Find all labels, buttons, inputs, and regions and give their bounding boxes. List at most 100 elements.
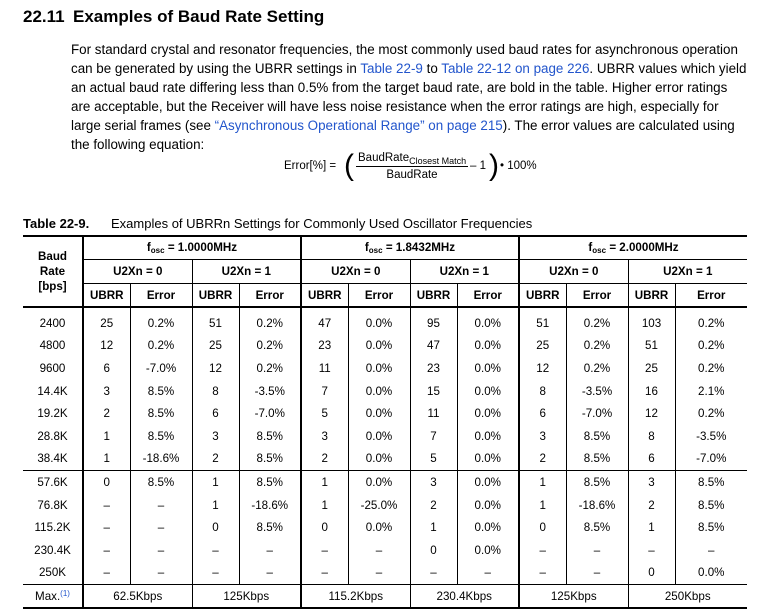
error-cell: 0.2%	[565, 334, 628, 358]
fraction-numerator: BaudRateClosest Match	[356, 150, 468, 167]
ubrr-cell: 3	[300, 424, 348, 448]
error-cell: 8.5%	[238, 424, 301, 448]
error-cell: 0.2%	[674, 307, 747, 335]
max-value-cell: 125Kbps	[518, 584, 628, 609]
error-cell: 0.2%	[238, 307, 301, 335]
paragraph-text: to	[422, 61, 442, 76]
fosc-f: f	[364, 241, 369, 254]
ubrr-col-header: UBRR	[409, 283, 457, 308]
error-cell: 0.0%	[456, 334, 519, 358]
max-footnote-link[interactable]: (1)	[60, 589, 70, 599]
error-col-header: Error	[347, 283, 410, 308]
link-table-22-9[interactable]: Table 22-9	[360, 61, 423, 76]
error-cell: –	[238, 538, 301, 562]
ubrr-cell: 3	[518, 424, 566, 448]
error-cell: 0.2%	[674, 334, 747, 358]
ubrr-cell: 1	[518, 470, 566, 494]
table-number: Table 22-9.	[23, 216, 90, 231]
ubrr-cell: 25	[191, 334, 239, 358]
ubrr-cell: 12	[627, 402, 675, 425]
ubrr-cell: 25	[518, 334, 566, 358]
error-cell: -7.0%	[674, 447, 747, 471]
ubrr-cell: 0	[518, 516, 566, 539]
ubrr-cell: 8	[627, 424, 675, 448]
ubrr-cell: 23	[300, 334, 348, 358]
error-cell: 8.5%	[565, 470, 628, 494]
baud-rate-cell: 76.8K	[23, 493, 84, 517]
ubrr-cell: 6	[82, 357, 130, 380]
error-cell: 0.2%	[565, 307, 628, 335]
ubrr-cell: 47	[300, 307, 348, 335]
equation-minus: – 1	[470, 160, 486, 172]
ubrr-cell: –	[300, 561, 348, 586]
max-value-cell: 115.2Kbps	[300, 584, 410, 609]
ubrr-cell: 1	[82, 424, 130, 448]
error-cell: 0.0%	[347, 424, 410, 448]
error-cell: 8.5%	[238, 470, 301, 494]
ubrr-cell: 5	[409, 447, 457, 471]
baud-rate-cell: 4800	[23, 334, 84, 358]
error-cell: -3.5%	[565, 379, 628, 403]
ubrr-col-header: UBRR	[191, 283, 239, 308]
ubrr-cell: 103	[627, 307, 675, 335]
ubrr-cell: 11	[409, 402, 457, 425]
ubrr-cell: –	[191, 538, 239, 562]
error-cell: -7.0%	[238, 402, 301, 425]
error-cell: 0.2%	[129, 307, 192, 335]
baud-rate-cell: 115.2K	[23, 516, 84, 539]
error-cell: 0.0%	[456, 379, 519, 403]
close-paren: )	[489, 149, 499, 182]
max-value-cell: 62.5Kbps	[83, 584, 192, 609]
ubrr-cell: 8	[518, 379, 566, 403]
baud-rate-cell: 9600	[23, 357, 84, 380]
ubrr-cell: 1	[191, 470, 239, 494]
error-cell: 0.0%	[347, 357, 410, 380]
error-cell: 8.5%	[674, 470, 747, 494]
header-line: [bps]	[38, 280, 67, 293]
ubrr-cell: 6	[191, 402, 239, 425]
ubrr-cell: 0	[627, 561, 675, 586]
max-value-cell: 250Kbps	[627, 584, 747, 609]
ubrr-cell: 1	[82, 447, 130, 471]
error-cell: 0.0%	[456, 424, 519, 448]
ubrr-col-header: UBRR	[627, 283, 675, 308]
error-cell: 8.5%	[674, 493, 747, 517]
fosc-group-header: fosc = 2.0000MHz	[518, 235, 747, 260]
error-cell: 0.2%	[674, 357, 747, 380]
error-cell: 8.5%	[565, 516, 628, 539]
ubrr-cell: –	[191, 561, 239, 586]
max-value-cell: 230.4Kbps	[409, 584, 519, 609]
ubrr-cell: 3	[191, 424, 239, 448]
error-col-header: Error	[674, 283, 747, 308]
max-label: Max.	[35, 590, 61, 604]
ubrr-cell: 7	[409, 424, 457, 448]
fraction-denominator: BaudRate	[386, 169, 438, 181]
ubrr-cell: –	[518, 538, 566, 562]
link-table-22-12[interactable]: Table 22-12 on page 226	[441, 61, 590, 76]
ubrr-cell: 0	[409, 538, 457, 562]
mode-header: U2Xn = 1	[409, 259, 519, 284]
error-cell: 0.0%	[456, 538, 519, 562]
error-cell: –	[238, 561, 301, 586]
error-cell: 0.0%	[456, 307, 519, 335]
ubrr-cell: –	[82, 493, 130, 517]
link-async-range[interactable]: “Asynchronous Operational Range” on page…	[214, 118, 503, 133]
mode-header: U2Xn = 0	[300, 259, 410, 284]
error-col-header: Error	[238, 283, 301, 308]
table-row: 230.4K – – – – – –0 0.0% – – – –	[23, 538, 747, 562]
error-cell: 0.2%	[129, 334, 192, 358]
error-cell: 0.0%	[347, 379, 410, 403]
error-cell: 8.5%	[674, 516, 747, 539]
ubrr-cell: 51	[627, 334, 675, 358]
max-value-cell: 125Kbps	[191, 584, 301, 609]
table-title: Examples of UBRRn Settings for Commonly …	[111, 216, 533, 231]
baud-rate-cell: 2400	[23, 307, 84, 335]
error-cell: 0.2%	[674, 402, 747, 425]
ubrr-cell: 51	[518, 307, 566, 335]
table-row: 19.2K 2 8.5% 6 -7.0% 5 0.0% 11 0.0% 6 -7.0% 12 0.2%	[23, 402, 747, 425]
table-caption: Table 22-9. Examples of UBRRn Settings fo…	[23, 216, 532, 231]
error-cell: 0.0%	[456, 447, 519, 471]
baud-rate-cell: 230.4K	[23, 538, 84, 562]
baud-rate-cell: 250K	[23, 561, 84, 586]
error-cell: 2.1%	[674, 379, 747, 403]
